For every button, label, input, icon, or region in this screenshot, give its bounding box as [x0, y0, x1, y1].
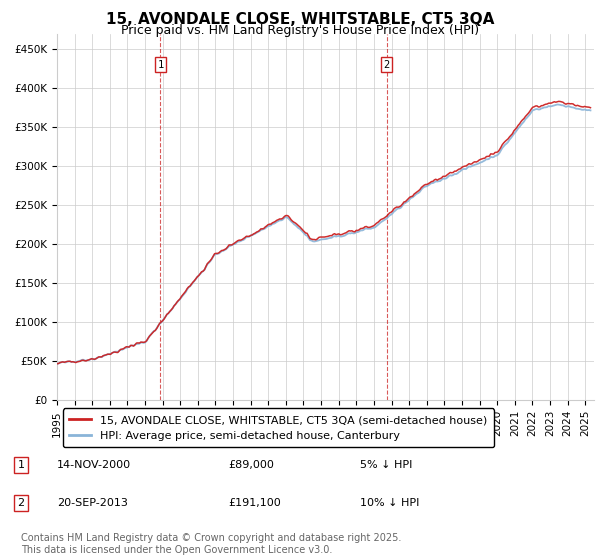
Text: 5% ↓ HPI: 5% ↓ HPI [360, 460, 412, 470]
Legend: 15, AVONDALE CLOSE, WHITSTABLE, CT5 3QA (semi-detached house), HPI: Average pric: 15, AVONDALE CLOSE, WHITSTABLE, CT5 3QA … [62, 408, 494, 447]
Text: £191,100: £191,100 [228, 498, 281, 508]
Text: 14-NOV-2000: 14-NOV-2000 [57, 460, 131, 470]
Text: 10% ↓ HPI: 10% ↓ HPI [360, 498, 419, 508]
Text: £89,000: £89,000 [228, 460, 274, 470]
Text: 2: 2 [17, 498, 25, 508]
Text: Price paid vs. HM Land Registry's House Price Index (HPI): Price paid vs. HM Land Registry's House … [121, 24, 479, 37]
Text: 1: 1 [17, 460, 25, 470]
Text: Contains HM Land Registry data © Crown copyright and database right 2025.
This d: Contains HM Land Registry data © Crown c… [21, 533, 401, 555]
Text: 20-SEP-2013: 20-SEP-2013 [57, 498, 128, 508]
Text: 15, AVONDALE CLOSE, WHITSTABLE, CT5 3QA: 15, AVONDALE CLOSE, WHITSTABLE, CT5 3QA [106, 12, 494, 27]
Text: 2: 2 [383, 60, 390, 70]
Text: 1: 1 [157, 60, 163, 70]
